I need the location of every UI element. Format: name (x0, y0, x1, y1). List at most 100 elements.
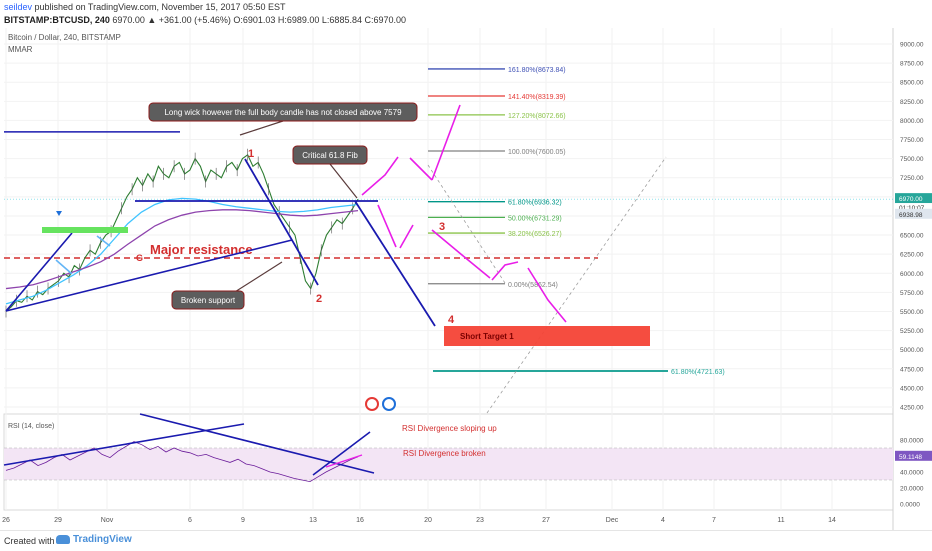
rsi-trendline-down (139, 413, 375, 474)
arrow-path-c (399, 224, 414, 249)
arrow-path-b (377, 204, 397, 248)
fib-level-label: 38.20%(6526.27) (508, 231, 562, 238)
arrow-path-h (527, 267, 567, 323)
fib-level-label: 127.20%(8072.66) (508, 113, 566, 120)
callout-support-box (171, 290, 245, 310)
publish-text: published on TradingView.com, November 1… (34, 2, 286, 12)
price-axis-label: 8000.00 (900, 118, 924, 125)
price-axis-label: 9000.00 (900, 42, 924, 49)
callout-fib-box (292, 145, 368, 165)
time-axis-label: 4 (661, 517, 665, 524)
time-axis-label: 13 (309, 517, 317, 524)
time-axis-label: 14 (828, 517, 836, 524)
symbol-line: BITSTAMP:BTCUSD, 240 6970.00 ▲ +361.00 (… (4, 15, 406, 25)
rsi-arrow (325, 454, 363, 468)
price-axis-label: 7250.00 (900, 175, 924, 182)
fib-level-label: 61.80%(6936.32) (508, 200, 562, 207)
down-arrow-icon (56, 211, 62, 216)
time-axis-label: 20 (424, 517, 432, 524)
price-axis-label: 8250.00 (900, 99, 924, 106)
symbol-name[interactable]: BITSTAMP:BTCUSD, 240 (4, 15, 110, 25)
price-axis-label: 4500.00 (900, 385, 924, 392)
ma-value: 6938.98 (899, 212, 923, 219)
author-link[interactable]: seildev (4, 2, 33, 12)
rsi-value-tag (895, 450, 932, 461)
callout-wick-pointer (239, 120, 284, 136)
rsi-value: 59.1148 (899, 454, 922, 461)
ma-slow-line (5, 209, 359, 290)
tradingview-brand-label: TradingView (73, 534, 132, 545)
trendline-support (5, 239, 293, 312)
countdown-tag (895, 203, 932, 213)
arrow-path-f (431, 229, 491, 279)
rsi-annotation-broken: RSI Divergence broken (403, 449, 486, 458)
wave-label-3: 3 (439, 221, 445, 233)
price-axis-label: 6500.00 (900, 233, 924, 240)
chart-legend-title: Bitcoin / Dollar, 240, BITSTAMP (8, 33, 121, 42)
callout-fib-text: Critical 61.8 Fib (302, 151, 358, 160)
rsi-line (5, 441, 359, 483)
footer-bar: Created with TradingView (0, 530, 932, 551)
callout-wick-box (148, 102, 418, 122)
time-axis-label: 27 (542, 517, 550, 524)
time-axis-label: 29 (54, 517, 62, 524)
small-arrow-b (96, 235, 111, 247)
ohlc-values: 6970.00 ▲ +361.00 (+5.46%) O:6901.03 H:6… (112, 15, 406, 25)
fib-level-label: 50.00%(6731.29) (508, 215, 562, 222)
time-axis-label: 16 (356, 517, 364, 524)
trendline-drop (244, 158, 319, 286)
price-axis-label: 4750.00 (900, 366, 924, 373)
price-axis-label: 7750.00 (900, 137, 924, 144)
chart-canvas[interactable]: 26 29 Nov 6 9 13 16 20 23 27 Dec 4 7 11 149000.008750.… (0, 28, 932, 530)
wave-label-4: 4 (448, 314, 455, 326)
event-flag-icon (365, 397, 379, 411)
price-axis-label: 5000.00 (900, 347, 924, 354)
time-axis-label: 26 (2, 517, 10, 524)
arrow-path-a (361, 156, 399, 196)
arrow-path-e (431, 104, 461, 181)
arrow-path-d (409, 157, 433, 181)
price-axis-label: 5250.00 (900, 328, 924, 335)
event-flag-icon (382, 397, 396, 411)
rsi-divergence-up (312, 431, 371, 476)
price-axis-label: 8500.00 (900, 80, 924, 87)
rsi-axis-label: 40.0000 (900, 470, 924, 477)
price-axis-label: 6000.00 (900, 271, 924, 278)
arrow-path-g (491, 261, 519, 281)
time-axis-label: Nov (101, 517, 114, 524)
created-with-text: Created with (4, 536, 55, 546)
tradingview-brand[interactable]: TradingView (56, 534, 132, 545)
price-axis-label: 5750.00 (900, 290, 924, 297)
fib-level-label: 0.00%(5862.54) (508, 282, 558, 289)
wave-label-1: 1 (248, 148, 254, 160)
fib-level-label: 161.80%(8673.84) (508, 67, 566, 74)
price-axis-label: 8750.00 (900, 61, 924, 68)
short-target-label: Short Target 1 (460, 332, 514, 341)
fib-level-label: 100.00%(7600.05) (508, 149, 566, 156)
publish-line: seildev published on TradingView.com, No… (4, 2, 286, 12)
trendline-projection (354, 200, 436, 327)
time-axis-label: Dec (606, 517, 619, 524)
rsi-axis-label: 80.0000 (900, 438, 924, 445)
price-axis-label: 5500.00 (900, 309, 924, 316)
callout-fib-pointer (329, 163, 358, 199)
price-axis-label: 4250.00 (900, 405, 924, 412)
last-price-value: 6970.00 (899, 196, 923, 203)
rsi-axis-label: 20.0000 (900, 486, 924, 493)
rsi-band (4, 448, 893, 480)
zone-label-g: G (136, 253, 143, 263)
indicator-name[interactable]: MMAR (8, 45, 33, 54)
short-target-box (444, 326, 650, 346)
price-pane (4, 28, 893, 414)
rsi-axis-label: 0.0000 (900, 502, 920, 509)
time-axis-label: 7 (712, 517, 716, 524)
green-zone (42, 227, 128, 233)
small-arrow-a (55, 259, 73, 275)
callout-wick-text: Long wick however the full body candle h… (164, 108, 402, 117)
ma-fast-line (5, 197, 359, 305)
wave-label-2: 2 (316, 293, 322, 305)
fib-level-label: 141.40%(8319.39) (508, 94, 566, 101)
price-axis-label: 6250.00 (900, 252, 924, 259)
time-axis-label: 6 (188, 517, 192, 524)
rsi-title: RSI (14, close) (8, 423, 54, 430)
